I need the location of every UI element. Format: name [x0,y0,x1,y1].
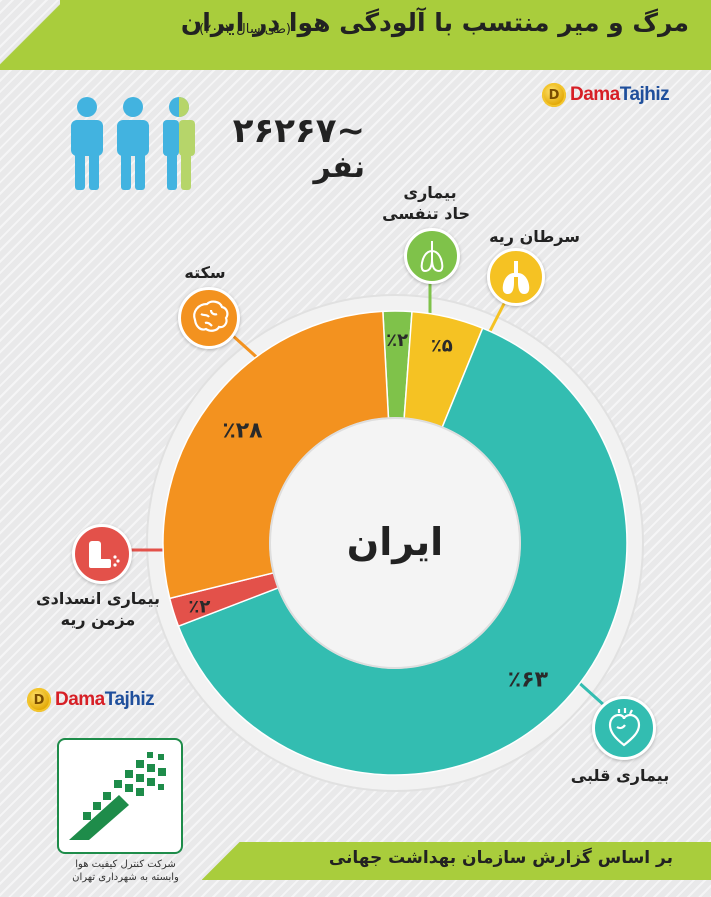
lung-cancer-badge [487,248,545,306]
footer-banner: بر اساس گزارش سازمان بهداشت جهانی [202,842,711,880]
slice-stroke-value: ٪۲۸ [222,419,263,444]
heart-icon [608,708,641,747]
inhaler-icon [89,541,120,568]
center-circle [269,417,521,669]
slice-heart-disease-value: ٪۶۳ [508,668,549,693]
lungs-icon [502,261,530,294]
connector-heart [574,678,607,708]
label-copd: بیماری انسدادی مزمن ریه [18,588,178,630]
title-banner: مرگ و میر منتسب با آلودگی هوا در ایران (… [0,0,711,70]
slice-copd-value: ٪۲ [188,596,210,617]
label-copd-line1: بیماری انسدادی [35,589,161,608]
org-name: شرکت کنترل کیفیت هوا وابسته به شهرداری ت… [38,858,213,884]
deaths-count: ~۲۶۲۶۷ نفر [205,112,365,186]
brain-icon [193,300,229,332]
pixel-logo-icon [69,752,166,840]
footer-source: بر اساس گزارش سازمان بهداشت جهانی [328,848,673,868]
label-lung-cancer: سرطان ریه [489,227,580,246]
brand-name: DamaTajhiz [55,689,155,710]
label-stroke: سکته [184,263,226,282]
brand-logo-top: D DamaTajhiz [542,83,670,107]
brand-name: DamaTajhiz [570,84,670,105]
org-name-line1: شرکت کنترل کیفیت هوا [75,859,176,870]
brand-logo-bottom: D DamaTajhiz [27,688,155,712]
label-acute-line2: حاد تنفسی [382,204,470,223]
acute-respiratory-badge [404,228,460,284]
slice-acute-respiratory-value: ٪۲ [386,330,408,351]
center-label: ایران [346,520,444,564]
deaths-number: ~۲۶۲۶۷ [232,111,365,151]
label-acute-line1: بیماری [403,183,457,202]
label-copd-line2: مزمن ریه [60,610,136,629]
coin-icon: D [27,688,51,712]
people-icon [71,97,195,190]
deaths-unit: نفر [313,150,365,185]
slice-lung-cancer-value: ٪۵ [431,335,453,356]
page-title: مرگ و میر منتسب با آلودگی هوا در ایران [180,8,689,37]
org-name-line2: وابسته به شهرداری تهران [72,872,179,883]
label-acute-respiratory: بیماری حاد تنفسی [382,182,470,224]
lungs-icon [420,241,444,273]
heart-disease-badge [592,696,656,760]
coin-icon: D [542,83,566,107]
stroke-badge [178,287,240,349]
page-subtitle: (طی سال ۲۰۱۲) [199,22,291,37]
copd-badge [72,524,132,584]
org-logo [57,738,183,854]
label-heart-disease: بیماری قلبی [570,766,670,785]
